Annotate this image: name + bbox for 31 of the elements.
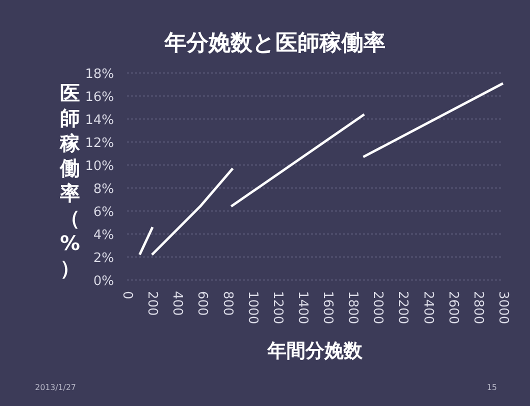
- x-tick-label: 1200: [270, 291, 285, 324]
- y-tick-label: 12%: [85, 136, 114, 151]
- y-tick-label: 6%: [93, 205, 114, 220]
- x-tick-label: 200: [144, 291, 160, 316]
- x-tick-label: 800: [220, 291, 235, 316]
- y-tick-label: 4%: [93, 228, 114, 243]
- y-tick-label: 2%: [93, 251, 114, 266]
- x-tick-label: 2000: [370, 291, 386, 324]
- x-tick-label: 600: [194, 291, 210, 316]
- y-tick-label: 0%: [93, 274, 114, 289]
- y-tick-label: 16%: [85, 90, 114, 105]
- y-tick-label: 8%: [93, 182, 114, 197]
- x-tick-label: 400: [170, 291, 185, 316]
- text: 15: [486, 383, 497, 392]
- chart-title: 年分娩数と医師稼働率: [164, 30, 386, 56]
- x-tick-label: 1800: [345, 291, 360, 324]
- x-tick-label: 2800: [470, 291, 486, 324]
- x-axis-title: 年間分娩数: [266, 340, 364, 362]
- x-tick-label: 0: [120, 291, 134, 300]
- y-axis-title: 医師稼働率（%）: [59, 81, 81, 280]
- y-tick-label: 10%: [85, 159, 114, 174]
- x-tick-label: 2200: [395, 291, 410, 324]
- x-tick-label: 1000: [244, 291, 260, 324]
- text: 2013/1/27: [35, 383, 76, 392]
- x-tick-label: 1600: [320, 291, 336, 324]
- x-tick-label: 2400: [420, 291, 436, 324]
- x-tick-label: 1400: [294, 291, 310, 324]
- y-tick-label: 18%: [85, 67, 114, 82]
- y-tick-label: 14%: [85, 113, 114, 128]
- x-tick-label: 2600: [445, 291, 460, 324]
- x-tick-label: 3000: [496, 291, 510, 324]
